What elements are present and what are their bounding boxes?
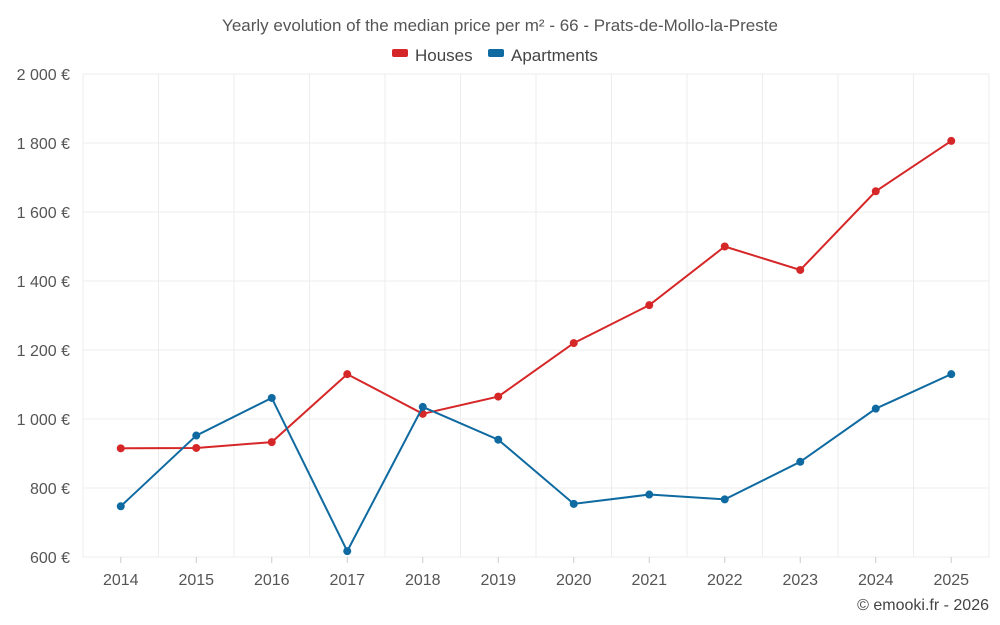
x-axis: 2014 2015 2016 2017 2018 2019 2020 2021 2022 2023…: [103, 557, 969, 589]
series-line-houses: [120, 140, 952, 450]
data-point-apartments-2014[interactable]: [116, 502, 125, 511]
data-point-houses-2015[interactable]: [192, 443, 201, 452]
y-tick-label: 1 200 €: [17, 343, 70, 360]
y-tick-label: 800 €: [30, 481, 70, 498]
x-tick-label: 2023: [782, 572, 818, 589]
data-point-apartments-2025[interactable]: [947, 370, 956, 379]
data-point-houses-2024[interactable]: [871, 187, 880, 196]
series-houses: [116, 136, 956, 453]
legend-swatch-apartments: [488, 49, 504, 57]
x-tick-label: 2019: [480, 572, 516, 589]
y-tick-label: 1 800 €: [17, 136, 70, 153]
x-tick-label: 2020: [556, 572, 592, 589]
y-tick-label: 1 400 €: [17, 274, 70, 291]
x-tick-label: 2016: [254, 572, 290, 589]
y-tick-label: 1 600 €: [17, 205, 70, 222]
legend-swatch-houses: [392, 49, 408, 57]
data-point-apartments-2018[interactable]: [418, 402, 427, 411]
y-tick-label: 1 000 €: [17, 412, 70, 429]
data-point-houses-2022[interactable]: [720, 242, 729, 251]
legend-item-apartments[interactable]: Apartments: [488, 46, 598, 65]
grid: [82, 73, 990, 558]
y-tick-label: 2 000 €: [17, 67, 70, 84]
x-tick-label: 2015: [178, 572, 214, 589]
x-tick-label: 2018: [405, 572, 441, 589]
series: [116, 136, 956, 556]
data-point-houses-2019[interactable]: [494, 392, 503, 401]
x-tick-label: 2021: [631, 572, 667, 589]
x-tick-label: 2022: [707, 572, 743, 589]
data-point-apartments-2021[interactable]: [645, 490, 654, 499]
data-point-apartments-2019[interactable]: [494, 435, 503, 444]
x-tick-label: 2024: [858, 572, 894, 589]
legend-label-houses: Houses: [415, 46, 473, 65]
data-point-houses-2016[interactable]: [267, 438, 276, 447]
data-point-houses-2017[interactable]: [343, 370, 352, 379]
x-tick-label: 2014: [103, 572, 139, 589]
data-point-houses-2020[interactable]: [569, 339, 578, 348]
data-point-apartments-2017[interactable]: [343, 547, 352, 556]
legend: Houses Apartments: [392, 46, 598, 65]
data-point-apartments-2020[interactable]: [569, 499, 578, 508]
chart-title: Yearly evolution of the median price per…: [222, 16, 778, 35]
legend-label-apartments: Apartments: [511, 46, 598, 65]
data-point-houses-2023[interactable]: [796, 265, 805, 274]
x-tick-label: 2025: [933, 572, 969, 589]
y-axis: 600 € 800 € 1 000 € 1 200 € 1 400 € 1 600 € 1 …: [17, 67, 70, 567]
series-line-apartments: [120, 373, 952, 554]
series-apartments: [116, 370, 956, 556]
data-point-houses-2025[interactable]: [947, 136, 956, 145]
credit-text: © emooki.fr - 2026: [857, 597, 989, 614]
data-point-apartments-2016[interactable]: [267, 393, 276, 402]
y-tick-label: 600 €: [30, 550, 70, 567]
x-tick-label: 2017: [329, 572, 365, 589]
data-point-apartments-2024[interactable]: [871, 404, 880, 413]
data-point-houses-2014[interactable]: [116, 444, 125, 453]
data-point-apartments-2023[interactable]: [796, 457, 805, 466]
data-point-apartments-2022[interactable]: [720, 495, 729, 504]
data-point-apartments-2015[interactable]: [192, 431, 201, 440]
data-point-houses-2021[interactable]: [645, 301, 654, 310]
legend-item-houses[interactable]: Houses: [392, 46, 473, 65]
